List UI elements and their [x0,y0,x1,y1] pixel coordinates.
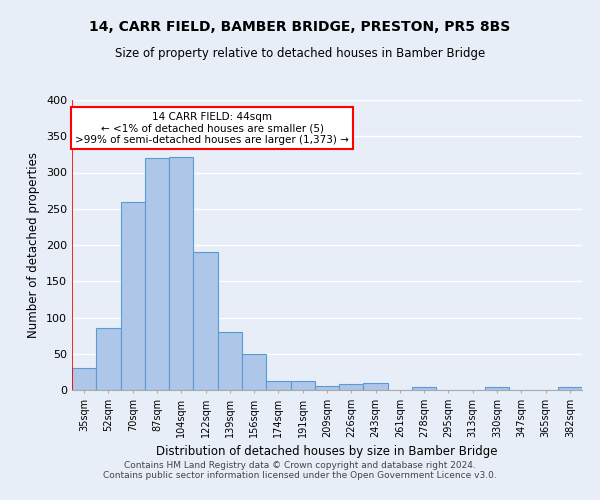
Bar [96,328,121,390]
Bar [315,386,339,390]
Bar [290,380,315,390]
Bar [218,332,242,390]
Text: Contains HM Land Registry data © Crown copyright and database right 2024.
Contai: Contains HM Land Registry data © Crown c… [103,460,497,480]
Bar [558,387,582,390]
Text: 14, CARR FIELD, BAMBER BRIDGE, PRESTON, PR5 8BS: 14, CARR FIELD, BAMBER BRIDGE, PRESTON, … [89,20,511,34]
Bar [364,384,388,390]
Bar [72,368,96,390]
Y-axis label: Number of detached properties: Number of detached properties [28,152,40,338]
Text: 14 CARR FIELD: 44sqm
← <1% of detached houses are smaller (5)
>99% of semi-detac: 14 CARR FIELD: 44sqm ← <1% of detached h… [76,112,349,145]
Bar [412,387,436,390]
Bar [121,202,145,390]
Bar [485,387,509,390]
Text: Size of property relative to detached houses in Bamber Bridge: Size of property relative to detached ho… [115,48,485,60]
X-axis label: Distribution of detached houses by size in Bamber Bridge: Distribution of detached houses by size … [156,446,498,458]
Bar [193,252,218,390]
Bar [145,158,169,390]
Bar [242,354,266,390]
Bar [339,384,364,390]
Bar [169,156,193,390]
Bar [266,382,290,390]
